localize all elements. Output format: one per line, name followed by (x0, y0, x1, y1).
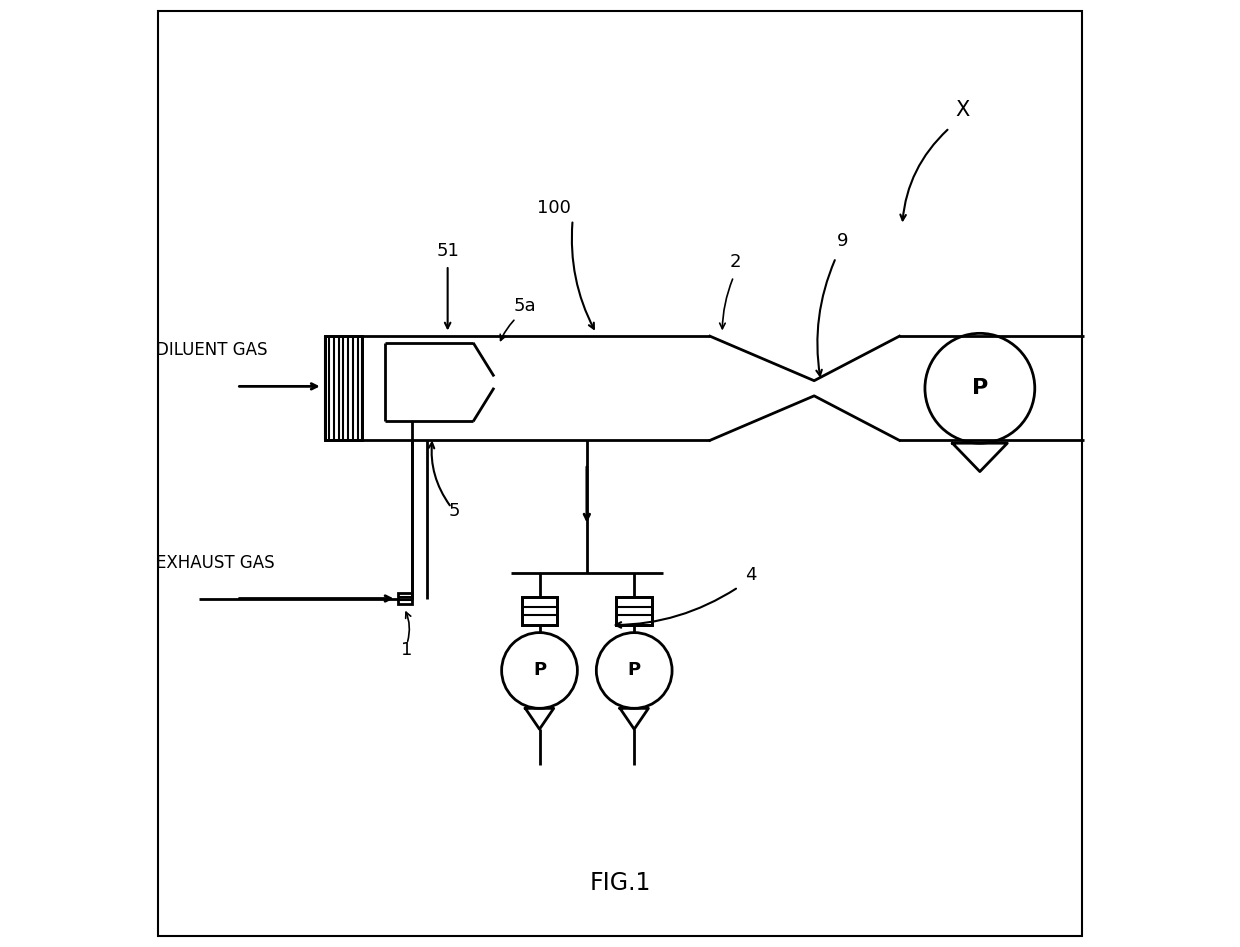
Text: X: X (956, 99, 970, 119)
Text: P: P (627, 661, 641, 680)
Text: EXHAUST GAS: EXHAUST GAS (156, 553, 274, 572)
Bar (522, 597, 558, 625)
Text: 5a: 5a (513, 296, 537, 314)
Bar (522, 597, 558, 625)
Text: 5: 5 (449, 502, 460, 520)
Bar (616, 597, 652, 625)
Text: 100: 100 (537, 199, 570, 217)
Bar (398, 593, 412, 604)
Bar (616, 597, 652, 625)
Text: P: P (972, 378, 988, 399)
Text: 51: 51 (436, 241, 459, 259)
Bar (325, 336, 362, 440)
Bar (325, 336, 362, 440)
Text: 9: 9 (837, 232, 848, 250)
Text: 4: 4 (745, 565, 756, 583)
Text: FIG.1: FIG.1 (589, 870, 651, 895)
Text: 2: 2 (730, 253, 742, 271)
Text: P: P (533, 661, 546, 680)
Text: 1: 1 (402, 641, 413, 659)
Text: DILUENT GAS: DILUENT GAS (156, 341, 268, 360)
